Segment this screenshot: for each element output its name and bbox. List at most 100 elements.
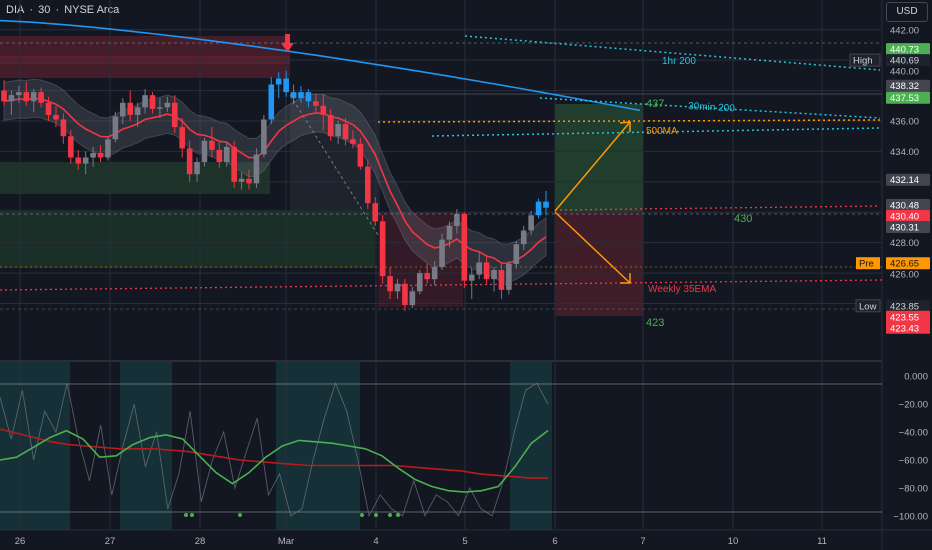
candle-body [461, 213, 468, 281]
candle-body [164, 102, 171, 108]
candle-body [535, 201, 542, 216]
candle-body [528, 215, 534, 231]
orange-level [377, 119, 883, 123]
osc-zone [510, 362, 552, 530]
price-label-bg [886, 79, 930, 92]
price-label: 440.00 [890, 67, 919, 78]
label-500ma: 500MA [646, 126, 678, 137]
candle-body [379, 221, 386, 277]
price-tag-bg [855, 299, 881, 313]
time-label: 6 [552, 536, 557, 547]
exchange: NYSE Arca [64, 4, 120, 16]
candle-body [261, 119, 267, 155]
price-label: 432.14 [890, 175, 919, 186]
osc-marker [374, 513, 378, 517]
target-430: 430 [734, 213, 752, 225]
candle-body [372, 203, 379, 222]
candle-body [105, 139, 111, 158]
candle-body [283, 78, 289, 93]
separator: · [29, 4, 34, 16]
candle-body [149, 95, 156, 109]
candle-body [394, 283, 401, 292]
candle-body [53, 114, 59, 120]
price-label: 436.00 [890, 117, 919, 128]
oscillator-axis: 0.000 −20.00 −40.00 −60.00 −80.00 −100.00 [893, 372, 928, 523]
candle-body [335, 124, 341, 137]
candle-body [238, 178, 245, 182]
osc-marker [184, 513, 188, 517]
target-short-zone [555, 212, 643, 316]
candles [1, 70, 549, 312]
arrow-down [554, 211, 631, 284]
price-label-bg [886, 198, 930, 211]
separator: · [55, 4, 60, 16]
candle-body [119, 102, 126, 117]
candle-body [38, 92, 44, 103]
candle-body [543, 201, 549, 208]
price-label-bg [886, 91, 930, 104]
candle-body [97, 152, 104, 158]
y-grid [0, 29, 882, 305]
osc-tick-label: −20.00 [899, 400, 928, 411]
time-label: 11 [817, 536, 827, 547]
osc-tick-label: −100.00 [893, 511, 928, 522]
time-label: 4 [373, 536, 378, 547]
candle-body [30, 92, 37, 102]
label-weekly-35ema: Weekly 35EMA [648, 284, 717, 295]
time-axis: 26 27 28 Mar 4 5 6 7 10 11 [15, 536, 827, 547]
candle-body [16, 92, 22, 96]
price-tag: Pre [859, 259, 874, 270]
price-label: 430.31 [890, 222, 919, 233]
demand-zone-upper [0, 162, 270, 194]
ma-200-line [0, 19, 641, 112]
osc-main-line [0, 429, 549, 493]
x-grid [19, 0, 823, 530]
price-label: 426.65 [890, 259, 919, 270]
price-label: 430.48 [890, 200, 919, 211]
candle-body [68, 136, 74, 158]
osc-marker [396, 513, 400, 517]
candle-body [45, 102, 52, 115]
candle-body [268, 84, 275, 120]
red-trend [554, 205, 881, 211]
price-tag: High [853, 56, 873, 67]
time-label: 5 [462, 536, 467, 547]
price-label: 440.73 [890, 45, 919, 56]
candle-body [1, 90, 7, 102]
dotted-lines [0, 35, 883, 291]
price-tag: Low [859, 301, 877, 312]
candle-body [476, 262, 482, 275]
osc-signal-line [0, 428, 548, 479]
price-tag-bg [856, 257, 880, 270]
osc-fast-line [0, 381, 549, 518]
supply-zone [0, 36, 290, 78]
candle-body [416, 273, 423, 292]
price-label: 440.69 [890, 56, 919, 67]
osc-marker [238, 513, 242, 517]
price-label-bg [886, 299, 930, 312]
osc-tick-label: 0.000 [904, 372, 928, 383]
label-30min-200: 30min 200 [688, 101, 736, 114]
candle-body [513, 244, 520, 264]
background-zones [0, 36, 643, 530]
osc-zone [120, 362, 172, 530]
currency-button[interactable]: USD [886, 2, 928, 22]
price-label-bg [886, 54, 930, 67]
candle-body [454, 213, 460, 226]
price-label-bg [886, 321, 930, 334]
time-label: 28 [195, 536, 206, 547]
candle-body [305, 92, 312, 102]
range-box [290, 95, 380, 210]
candle-body [483, 262, 490, 280]
candle-body [290, 92, 297, 99]
price-label: 428.00 [890, 238, 919, 249]
price-label: 442.00 [890, 25, 919, 36]
target-423: 423 [646, 317, 664, 329]
price-label: 430.40 [890, 211, 919, 222]
candle-body [112, 116, 119, 140]
osc-marker [360, 513, 364, 517]
candle-body [82, 157, 89, 164]
chart-annotations: 1hr 200 30min 200 500MA Weekly 35EMA 437… [646, 56, 752, 329]
candle-body [491, 270, 497, 280]
